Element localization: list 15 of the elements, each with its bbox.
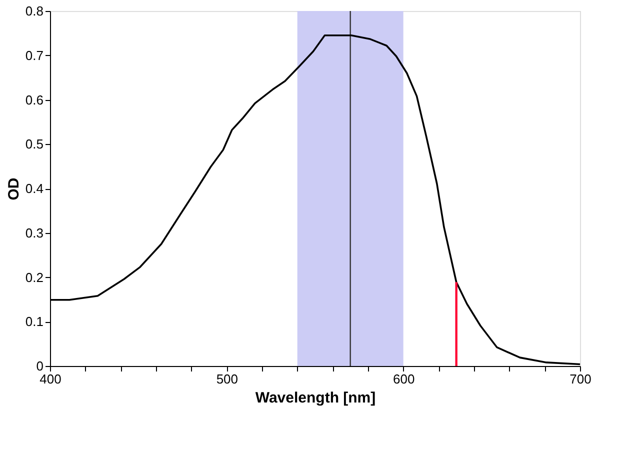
- y-tick-label: 0.4: [25, 181, 44, 196]
- y-tick-label: 0.2: [25, 270, 44, 285]
- x-tick-label: 500: [216, 372, 238, 386]
- y-tick-label: 0.5: [25, 136, 44, 152]
- y-tick-label: 0: [36, 358, 44, 374]
- y-tick-label: 0.8: [25, 4, 44, 18]
- y-tick-label: 0.3: [25, 225, 44, 240]
- y-tick-label: 0.1: [25, 314, 44, 330]
- y-tick-label: 0.7: [25, 48, 44, 63]
- y-axis-title: OD: [5, 178, 22, 200]
- y-tick-label: 0.6: [25, 92, 44, 108]
- x-tick-label: 600: [392, 372, 415, 386]
- x-axis-title: Wavelength [nm]: [255, 390, 376, 406]
- x-tick-label: 400: [40, 372, 62, 386]
- x-tick-label: 700: [570, 372, 592, 386]
